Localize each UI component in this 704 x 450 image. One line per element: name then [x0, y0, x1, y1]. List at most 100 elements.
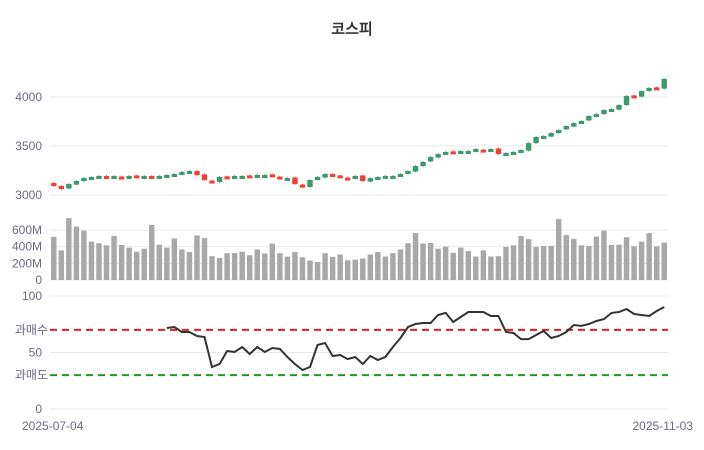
volume-bar [510, 245, 517, 280]
candle-body [571, 123, 577, 127]
volume-bar [397, 249, 404, 280]
candle-body [360, 175, 366, 181]
volume-bar [329, 256, 336, 280]
candle-body [540, 136, 547, 140]
volume-bar [269, 243, 276, 280]
volume-bar [465, 251, 471, 280]
volume-bar [247, 255, 253, 280]
volume-bar [224, 253, 230, 280]
oscillator-tick-label: 50 [29, 346, 43, 360]
candle-body [473, 149, 479, 153]
candle-body [556, 130, 562, 134]
candle-body [66, 184, 72, 189]
candle-body [247, 175, 253, 179]
volume-bar [601, 230, 607, 280]
volume-bar [262, 253, 268, 280]
candle-body [646, 87, 652, 92]
candle-body [420, 161, 426, 166]
volume-bar [442, 246, 449, 280]
candle-body [322, 174, 328, 178]
candle-body [488, 149, 494, 153]
candle-body [194, 170, 200, 176]
candle-body [299, 184, 306, 188]
candle-body [367, 178, 374, 182]
candle-body [382, 175, 389, 179]
candle-body [623, 96, 630, 106]
candle-body [186, 170, 193, 174]
volume-bar [375, 252, 381, 280]
volume-bar [141, 248, 147, 280]
volume-bar [540, 246, 547, 280]
volume-bar [149, 224, 155, 280]
candle-body [480, 149, 487, 153]
candle-body [510, 151, 517, 155]
overbought-label: 과매수 [15, 323, 48, 337]
candle-body [201, 174, 208, 181]
volume-bar [623, 237, 630, 280]
candle-body [593, 114, 600, 118]
candle-body [118, 176, 125, 180]
volume-bar [284, 256, 291, 280]
candle-body [103, 175, 110, 179]
candle-body [653, 87, 660, 91]
candle-body [548, 133, 554, 137]
candle-body [314, 176, 321, 180]
volume-tick-label: 0 [35, 273, 42, 287]
candle-body [631, 95, 637, 99]
volume-bar [367, 254, 374, 280]
volume-bar [156, 244, 162, 280]
oscillator-tick-label: 0 [35, 402, 42, 416]
volume-bar [435, 248, 441, 280]
candle-body [608, 109, 615, 113]
candle-body [329, 174, 336, 178]
candle-body [344, 177, 351, 181]
volume-bar [337, 254, 343, 280]
volume-bar [103, 245, 110, 280]
candle-body [518, 150, 524, 154]
candle-body [126, 175, 132, 179]
candle-body [111, 175, 117, 179]
candle-body [216, 176, 223, 182]
candle-body [164, 175, 170, 179]
volume-bar [51, 236, 57, 280]
volume-bar [382, 256, 389, 280]
volume-bar [322, 253, 328, 280]
volume-bar [390, 253, 396, 280]
volume-bar [360, 258, 366, 280]
candle-body [638, 91, 645, 97]
volume-bar [126, 247, 132, 280]
candle-body [239, 175, 245, 179]
volume-bar [216, 257, 223, 280]
volume-bar [548, 246, 554, 280]
volume-tick-label: 600M [12, 223, 42, 237]
volume-bar [578, 245, 585, 280]
candle-body [231, 175, 238, 179]
volume-bar [503, 247, 509, 280]
candle-body [51, 183, 57, 187]
candle-body [269, 174, 276, 178]
volume-bar [608, 245, 615, 280]
volume-bar [412, 233, 419, 280]
volume-bar [201, 238, 208, 280]
volume-bar [646, 233, 652, 280]
volume-bar [58, 250, 65, 280]
candle-body [96, 175, 102, 179]
candle-body [442, 151, 449, 155]
candle-body [397, 174, 404, 178]
candle-body [405, 170, 411, 174]
volume-bar [209, 256, 215, 280]
candle-body [450, 151, 456, 155]
volume-bar [171, 238, 178, 280]
candle-body [435, 154, 441, 158]
volume-bar [352, 259, 358, 280]
volume-bar [525, 239, 532, 280]
volume-bar [556, 219, 562, 280]
candle-body [58, 185, 65, 190]
volume-bar [254, 249, 260, 280]
volume-bar [344, 260, 351, 280]
candle-body [337, 175, 343, 179]
candle-body [179, 171, 185, 175]
volume-bar [186, 252, 193, 280]
candle-body [171, 174, 178, 178]
volume-bar [661, 242, 667, 280]
